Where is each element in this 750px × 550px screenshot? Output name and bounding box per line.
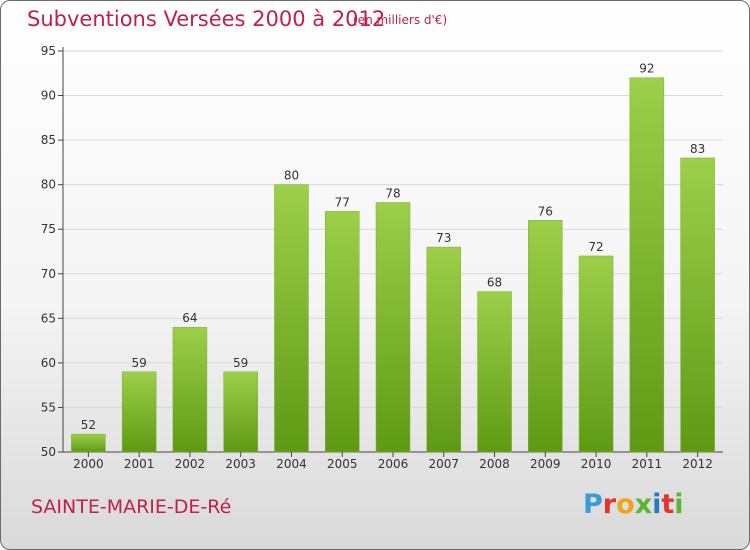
bar-value-label: 59 xyxy=(233,356,248,370)
bar-2000 xyxy=(71,433,106,453)
bar-2003 xyxy=(223,371,258,453)
x-tick-label: 2003 xyxy=(225,457,256,471)
bar-value-label: 76 xyxy=(538,204,553,218)
bar-2009 xyxy=(528,220,563,453)
chart-title: Subventions Versées 2000 à 2012 xyxy=(27,7,386,31)
bar-2008 xyxy=(477,291,512,453)
y-tick-label: 65 xyxy=(41,311,56,325)
bar-value-label: 68 xyxy=(487,276,502,290)
bar-value-label: 52 xyxy=(81,418,96,432)
y-tick-label: 80 xyxy=(41,178,56,192)
x-tick-label: 2011 xyxy=(632,457,663,471)
y-tick-label: 70 xyxy=(41,267,56,281)
x-tick-label: 2012 xyxy=(682,457,713,471)
y-tick-label: 85 xyxy=(41,133,56,147)
proxiti-logo: Proxiti xyxy=(583,489,684,520)
x-tick-label: 2007 xyxy=(428,457,459,471)
commune-name: SAINTE-MARIE-DE-Ré xyxy=(31,496,232,518)
bar-2007 xyxy=(426,246,462,453)
x-tick-label: 2006 xyxy=(378,457,409,471)
bar-value-label: 77 xyxy=(335,195,350,209)
bar-value-label: 83 xyxy=(690,142,705,156)
chart-subtitle: (en milliers d'€) xyxy=(353,13,448,27)
x-tick-label: 2008 xyxy=(479,457,510,471)
bar-2001 xyxy=(121,371,157,453)
labels: 50 55 60 65 70 75 80 85 90 95 52 2000 59 2001 64 2002 59… xyxy=(41,44,713,471)
x-tick-label: 2004 xyxy=(276,457,307,471)
bar-value-label: 92 xyxy=(639,62,654,76)
x-tick-label: 2009 xyxy=(530,457,561,471)
y-tick-label: 75 xyxy=(41,222,56,236)
bar-2005 xyxy=(324,211,360,453)
bar-value-label: 78 xyxy=(385,186,400,200)
bar-2012 xyxy=(680,157,715,453)
y-tick-label: 55 xyxy=(41,400,56,414)
x-tick-label: 2005 xyxy=(327,457,358,471)
bar-value-label: 80 xyxy=(284,169,299,183)
bar-2002 xyxy=(172,326,208,453)
x-tick-label: 2000 xyxy=(73,457,104,471)
y-tick-label: 60 xyxy=(41,356,56,370)
y-tick-label: 90 xyxy=(41,89,56,103)
bar-2006 xyxy=(375,202,411,453)
y-tick-label: 95 xyxy=(41,44,56,58)
x-tick-label: 2001 xyxy=(124,457,155,471)
bar-value-label: 73 xyxy=(436,231,451,245)
x-tick-label: 2010 xyxy=(581,457,612,471)
bar-value-label: 64 xyxy=(182,311,197,325)
y-tick-label: 50 xyxy=(41,445,56,459)
x-tick-label: 2002 xyxy=(175,457,206,471)
bar-2010 xyxy=(578,255,614,453)
bars xyxy=(71,77,715,453)
bar-2004 xyxy=(274,184,309,453)
bar-value-label: 72 xyxy=(588,240,603,254)
bar-2011 xyxy=(629,77,665,453)
bar-value-label: 59 xyxy=(132,356,147,370)
